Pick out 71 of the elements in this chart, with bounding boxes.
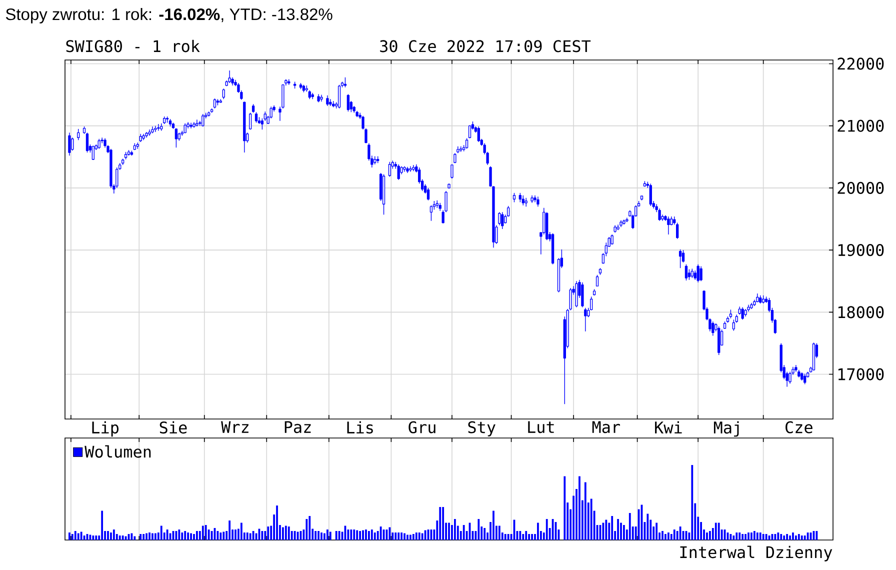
chart-title: Stopy zwrotu: 1 rok: -16.02%, YTD: -13.82% [6,8,332,24]
candlestick [412,164,415,172]
candlestick [794,364,798,372]
candlestick [231,77,234,86]
candlestick [400,166,403,175]
x-tick-label: Gru [408,421,436,434]
candlestick [326,95,329,106]
candlestick [406,166,409,174]
candlestick [741,306,744,320]
chart-subtitle: SWIG80 - 1 rok [66,40,200,52]
y-tick-label: 21000 [838,120,884,132]
candlestick [658,208,661,222]
y-tick-label: 22000 [838,58,884,70]
y-tick-label: 17000 [838,368,884,380]
x-tick-label: Lis [347,421,373,434]
x-tick-label: Wrz [221,421,248,433]
x-tick-label: Lut [528,421,554,434]
y-tick-label: 19000 [838,244,884,256]
candlestick [320,94,323,102]
y-tick-label: 20000 [838,182,884,194]
candlestick [498,212,501,226]
candlestick [661,214,664,222]
x-tick-label: Kwi [655,421,682,434]
x-tick-label: Paz [284,421,311,434]
candlestick [243,102,246,153]
candlestick [798,370,800,378]
x-tick-label: Mar [592,421,620,434]
candlestick [403,166,406,172]
y-tick-label: 18000 [838,306,884,318]
candlestick [186,122,190,129]
candlestick [148,129,151,136]
x-tick-label: Sty [468,421,496,436]
candlestick [397,164,400,180]
candlestick [184,123,186,134]
candlestick [145,132,148,138]
candlestick [282,84,284,109]
candlestick [536,196,540,207]
candlestick [620,220,622,228]
candlestick [190,122,192,129]
candlestick [753,299,756,306]
candlestick [142,134,145,140]
x-tick-label: Lip [92,421,119,437]
candlestick [154,125,157,132]
candlestick [700,266,702,282]
candlestick [610,234,614,244]
candlestick [744,308,747,317]
x-tick-label: Sie [160,421,187,434]
candlestick [696,264,700,283]
x-tick-label: Maj [714,421,739,437]
text: 30 Cze 2022 17:09 CEST [380,40,591,52]
candlestick [667,216,670,235]
candlestick [747,304,750,312]
candlestick [368,142,370,161]
candlestick [712,321,714,336]
text: Interwal Dzienny [680,546,832,562]
candlestick [622,219,626,225]
candlestick [68,132,71,156]
candlestick [100,137,104,144]
candlestick [750,302,753,310]
x-tick-label: Cze [786,421,812,434]
candlestick [228,70,231,84]
candlestick [584,307,587,332]
legend-label: Wolumen [84,445,151,458]
candlestick [196,119,198,127]
candlestick [626,217,628,222]
candlestick [151,126,154,134]
candlestick [409,166,412,172]
candlestick [788,371,792,384]
candlestick [530,195,534,204]
candlestick [534,195,536,203]
candlestick [786,371,788,388]
